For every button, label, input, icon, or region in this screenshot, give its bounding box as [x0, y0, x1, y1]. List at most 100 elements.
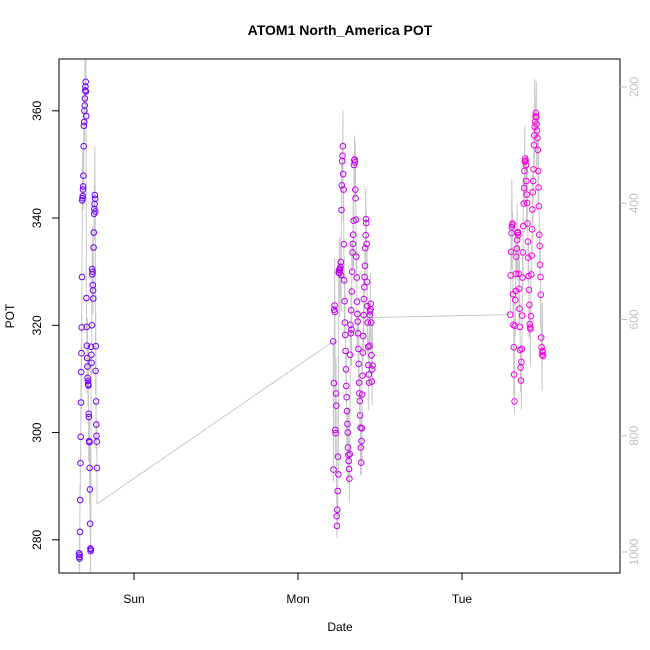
data-point	[521, 158, 529, 165]
data-point	[357, 459, 365, 466]
data-point	[364, 343, 372, 351]
data-point	[331, 302, 338, 309]
x-tick-label: Mon	[286, 592, 309, 606]
data-point	[512, 296, 519, 304]
data-point	[333, 522, 341, 530]
data-point	[536, 242, 544, 250]
data-point	[539, 348, 547, 356]
data-point	[78, 324, 85, 331]
y-tick-label-left: 360	[30, 100, 44, 120]
data-point	[336, 270, 343, 277]
data-point	[367, 319, 375, 326]
data-point	[536, 231, 543, 238]
data-point	[90, 295, 97, 302]
data-point	[538, 344, 545, 351]
data-point	[89, 268, 96, 276]
data-point	[515, 285, 523, 293]
data-point	[85, 413, 93, 421]
data-point	[351, 156, 358, 163]
data-point	[515, 231, 522, 239]
data-point	[90, 229, 98, 236]
data-point	[348, 288, 356, 295]
data-point	[341, 319, 349, 326]
data-point	[86, 464, 93, 472]
data-point	[364, 319, 372, 326]
data-point	[512, 270, 520, 278]
data-point	[85, 410, 92, 418]
data-point	[336, 266, 344, 274]
data-point	[346, 450, 354, 458]
data-point	[518, 358, 525, 366]
data-point	[93, 438, 101, 446]
data-point	[343, 382, 350, 390]
data-point	[357, 444, 365, 451]
data-point	[358, 391, 366, 398]
data-point	[88, 322, 96, 329]
data-point	[532, 112, 539, 120]
data-point	[332, 429, 339, 437]
data-point	[362, 231, 370, 239]
data-point	[533, 127, 541, 134]
y-axis-right: 200 400 600 800 1000	[620, 77, 641, 565]
data-point	[537, 291, 545, 299]
data-point	[334, 453, 342, 461]
data-point	[530, 141, 538, 149]
data-point	[80, 172, 87, 179]
plot-frame	[58, 58, 621, 574]
data-point	[340, 186, 347, 193]
data-point	[361, 262, 369, 270]
data-point	[82, 112, 90, 120]
data-point	[359, 372, 366, 380]
data-point	[332, 426, 339, 434]
data-point	[353, 274, 361, 281]
data-point	[354, 310, 361, 318]
data-point	[81, 95, 89, 102]
data-point	[89, 271, 96, 278]
y-tick-label-right: 800	[627, 425, 641, 445]
data-point	[536, 261, 544, 269]
data-point	[538, 351, 546, 359]
data-point	[520, 200, 528, 207]
data-point	[84, 374, 91, 382]
data-point	[88, 359, 95, 367]
data-point	[521, 167, 528, 175]
data-point	[362, 215, 370, 223]
y-tick-label-right: 200	[627, 77, 641, 97]
data-point	[355, 379, 363, 387]
data-point	[360, 311, 367, 319]
data-point	[362, 244, 369, 252]
y-tick-label-left: 340	[30, 208, 44, 228]
data-point	[510, 321, 517, 329]
data-point	[532, 109, 540, 117]
data-point	[528, 226, 536, 233]
data-point	[82, 78, 89, 86]
data-point	[537, 273, 544, 281]
data-point	[92, 208, 99, 215]
data-point	[358, 425, 366, 432]
y-tick-label-right: 1000	[627, 538, 641, 565]
y-tick-label-left: 300	[30, 422, 44, 442]
data-point	[77, 433, 84, 441]
data-point	[524, 220, 531, 227]
data-point	[79, 194, 86, 202]
data-point	[354, 330, 362, 337]
data-point	[81, 87, 89, 94]
data-point	[507, 248, 515, 256]
right-axis-series-line	[78, 59, 544, 573]
data-point	[90, 244, 97, 251]
data-point	[349, 231, 357, 238]
data-point	[345, 465, 353, 473]
data-point	[78, 197, 86, 204]
data-point	[510, 371, 518, 378]
data-point	[344, 420, 351, 428]
data-point	[86, 486, 94, 493]
data-point	[368, 366, 376, 373]
x-tick-label: Tue	[452, 592, 473, 606]
data-point	[83, 354, 91, 362]
data-point	[87, 546, 95, 553]
data-point	[342, 366, 350, 373]
data-point	[76, 528, 84, 536]
data-point	[80, 122, 88, 130]
data-point	[511, 398, 518, 405]
data-point	[365, 371, 373, 378]
